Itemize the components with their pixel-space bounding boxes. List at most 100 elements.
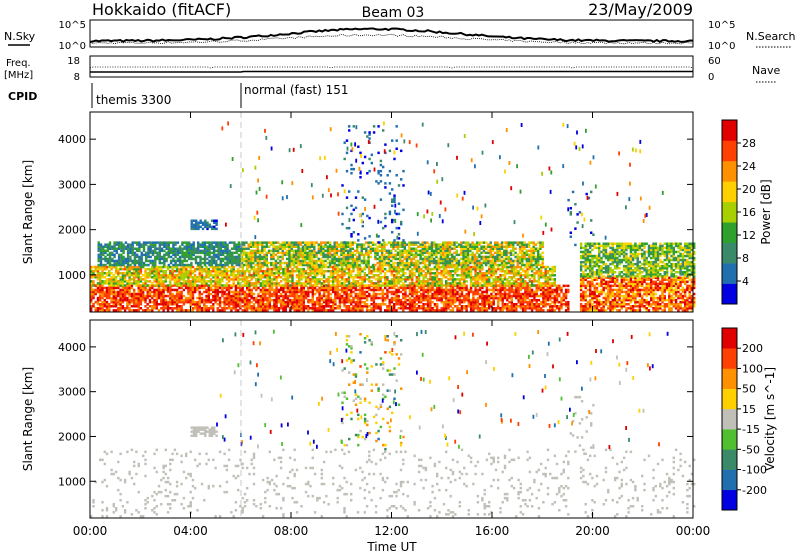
power-cell (149, 247, 152, 250)
power-cell (431, 309, 434, 312)
power-cell (101, 296, 104, 300)
power-cell (272, 261, 275, 265)
power-cell (524, 286, 527, 290)
power-cell (293, 284, 296, 288)
power-cell (528, 290, 532, 294)
power-cell (257, 300, 260, 304)
power-cell (341, 288, 344, 292)
power-cell (315, 261, 318, 265)
power-cell (451, 282, 455, 285)
power-cell (217, 249, 220, 253)
power-cell (185, 263, 189, 267)
power-cell (383, 241, 386, 244)
power-cell (284, 290, 287, 294)
power-cell (117, 290, 120, 294)
power-cell (429, 309, 432, 312)
power-cell (105, 294, 109, 298)
power-cell (445, 307, 448, 310)
power-cell (519, 282, 522, 285)
power-cell (359, 267, 362, 271)
power-cell (158, 261, 161, 265)
power-cell (415, 298, 418, 302)
power-cell (497, 296, 500, 300)
power-cell (123, 292, 127, 296)
power-cell (469, 269, 473, 273)
power-cell (148, 280, 152, 283)
power-cell (258, 261, 262, 265)
power-cell (226, 263, 229, 267)
power-cell (140, 259, 143, 263)
power-cell (295, 284, 299, 287)
power-cell (137, 305, 140, 308)
power-cell (275, 265, 278, 269)
power-cell (288, 261, 291, 265)
power-cell (182, 294, 186, 298)
power-cell (380, 259, 384, 263)
power-cell (521, 284, 525, 287)
power-cell (488, 278, 491, 281)
power-cell (515, 272, 518, 275)
power-cell (208, 261, 211, 265)
power-cell (300, 267, 303, 271)
power-cell (415, 303, 418, 306)
power-cell (481, 307, 484, 310)
power-cell (276, 261, 280, 265)
power-cell (292, 249, 296, 253)
power-cell (207, 274, 210, 277)
power-cell (326, 241, 330, 244)
power-cell (169, 303, 172, 306)
power-cell (521, 269, 525, 273)
power-cell (476, 288, 480, 292)
power-cell (270, 284, 274, 287)
power-cell (231, 247, 234, 250)
power-cell (481, 309, 484, 312)
power-cell (114, 298, 118, 302)
power-cell (147, 241, 150, 244)
power-cell (219, 249, 222, 253)
power-cell (99, 263, 103, 267)
power-cell (340, 253, 343, 257)
power-cell (203, 257, 207, 261)
power-cell (551, 282, 554, 285)
power-cell (99, 249, 103, 253)
power-cell (329, 298, 333, 302)
power-cell (223, 276, 226, 279)
power-cell (180, 274, 183, 277)
power-cell (542, 300, 545, 304)
power-cell (129, 245, 132, 248)
power-cell (221, 269, 224, 273)
power-cell (277, 284, 281, 287)
power-cell (160, 303, 163, 306)
power-cell (307, 307, 310, 310)
power-cell (258, 255, 262, 259)
power-cell (144, 305, 147, 308)
power-cell (327, 288, 330, 292)
power-cell (92, 305, 95, 308)
power-cell (347, 261, 350, 265)
power-cell (333, 247, 336, 250)
power-cell (535, 294, 538, 298)
power-cell (420, 288, 423, 292)
power-cell (122, 257, 125, 261)
power-cell (334, 284, 337, 287)
power-cell (368, 292, 371, 296)
power-cell (144, 309, 147, 312)
power-cell (96, 278, 100, 281)
power-cell (243, 278, 247, 281)
power-cell (160, 284, 163, 287)
power-cell (108, 265, 111, 269)
power-cell (537, 303, 541, 306)
power-cell (336, 278, 339, 281)
power-cell (519, 280, 522, 283)
power-cell (472, 294, 475, 298)
power-cell (313, 247, 316, 250)
power-cell (345, 298, 348, 302)
power-cell (352, 265, 355, 269)
power-cell (114, 265, 118, 269)
power-cell (178, 255, 182, 259)
power-cell (207, 294, 210, 298)
power-cell (151, 241, 155, 244)
power-cell (162, 303, 165, 306)
power-cell (237, 276, 240, 279)
power-cell (515, 309, 518, 312)
